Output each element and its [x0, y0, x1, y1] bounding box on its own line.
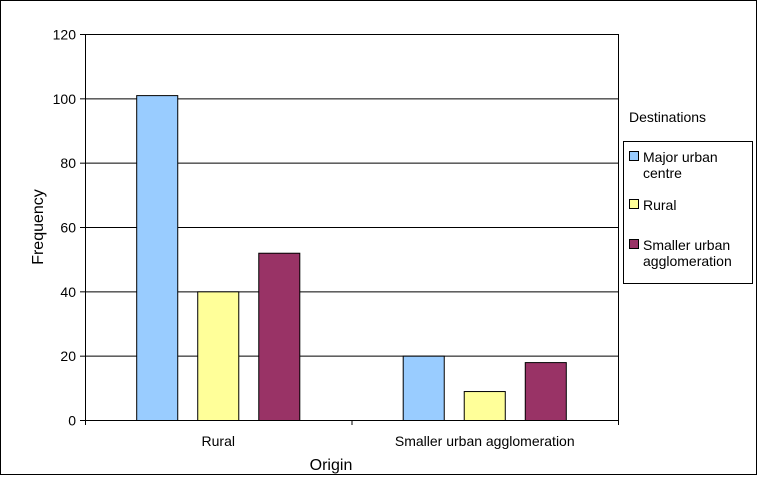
bar — [258, 252, 301, 421]
y-tick-label: 0 — [68, 413, 76, 429]
bar — [463, 391, 506, 421]
bar — [402, 355, 445, 421]
y-tick-label: 100 — [53, 91, 77, 107]
x-tick-label: Smaller urban agglomeration — [395, 433, 575, 449]
y-axis-title: Frequency — [30, 189, 47, 265]
y-tick-label: 60 — [60, 220, 76, 236]
y-tick-label: 80 — [60, 155, 76, 171]
legend-swatch — [629, 151, 639, 161]
y-tick-label: 20 — [60, 348, 76, 364]
bar — [197, 291, 240, 422]
legend-label: Rural — [643, 197, 676, 213]
axes: Frequency Origin 0 20 40 60 80 100 120 Rural Sma… — [30, 27, 619, 474]
legend-swatch — [629, 199, 639, 209]
legend-title: Destinations — [629, 109, 706, 125]
legend-label: centre — [643, 165, 682, 181]
y-tick-label: 40 — [60, 284, 76, 300]
y-tick-label: 120 — [53, 27, 77, 43]
legend-box — [623, 141, 753, 284]
bar — [136, 95, 179, 421]
x-tick-label: Rural — [202, 433, 235, 449]
legend-swatch — [629, 239, 639, 249]
bar — [524, 362, 567, 422]
legend-label: Smaller urban — [643, 237, 730, 253]
x-axis-title: Origin — [310, 457, 353, 474]
legend-label: agglomeration — [643, 253, 732, 269]
legend-label: Major urban — [643, 149, 718, 165]
